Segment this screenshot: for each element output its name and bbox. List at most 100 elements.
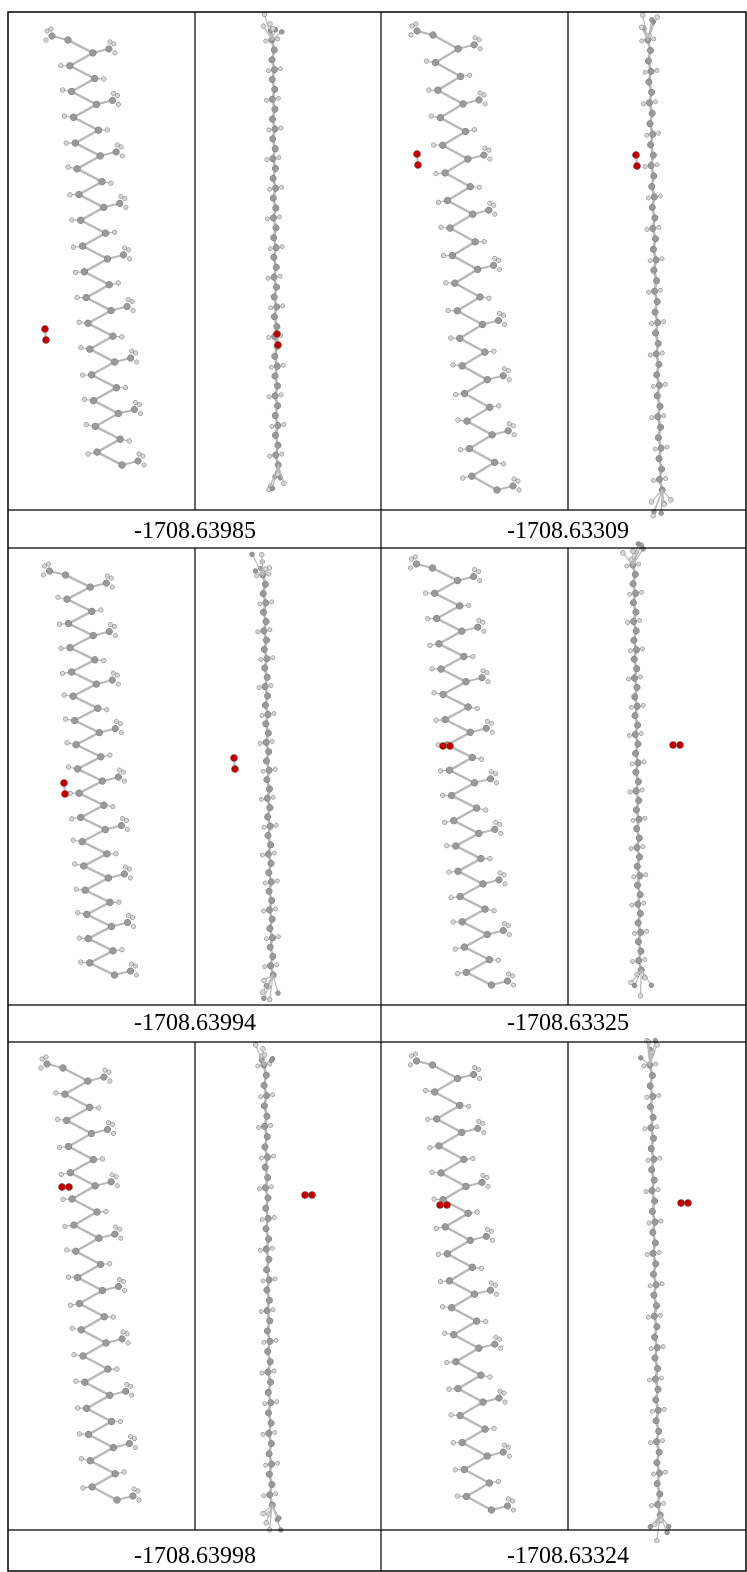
hydrogen-atom	[639, 38, 645, 44]
carbon-atom	[270, 313, 278, 321]
end-group-atom	[276, 1515, 282, 1521]
hydrogen-atom	[497, 311, 502, 316]
carbon-atom	[473, 1317, 481, 1325]
bond	[444, 1212, 470, 1229]
carbon-atom	[649, 1092, 657, 1100]
hydrogen-atom	[426, 87, 432, 93]
hydrogen-atom	[280, 303, 286, 309]
carbon-atom	[654, 340, 662, 347]
bond	[456, 857, 483, 873]
carbon-atom	[260, 645, 268, 653]
hydrogen-atom	[651, 1471, 656, 1477]
carbon-atom	[654, 1365, 662, 1372]
hydrogen-atom	[644, 1095, 650, 1100]
carbon-atom	[453, 307, 461, 315]
carbon-atom	[459, 100, 467, 108]
hydrogen-atom	[457, 447, 463, 453]
carbon-atom	[479, 1398, 487, 1406]
hydrogen-atom	[101, 76, 107, 82]
hydrogen-atom	[119, 947, 125, 953]
hydrogen-atom	[423, 1087, 429, 1094]
hydrogen-atom	[67, 1302, 73, 1308]
hydrogen-atom	[452, 1467, 458, 1473]
bond	[461, 920, 489, 936]
hydrogen-atom	[127, 1434, 133, 1440]
bond	[452, 1333, 480, 1350]
hydrogen-atom	[62, 1223, 68, 1229]
hydrogen-atom	[114, 1366, 120, 1372]
carbon-atom	[466, 183, 474, 191]
hydrogen-atom	[454, 971, 460, 977]
carbon-atom	[64, 619, 73, 628]
hydrogen-atom	[658, 1218, 664, 1224]
carbon-atom	[654, 1406, 662, 1414]
methyl-carbon	[108, 96, 117, 104]
hydrogen-atom	[628, 846, 634, 851]
end-group-atom	[668, 497, 674, 503]
hydrogen-atom	[263, 38, 269, 44]
bond	[431, 33, 460, 50]
carbon-atom	[266, 943, 274, 951]
hydrogen-atom	[656, 225, 662, 230]
methyl-carbon	[117, 821, 125, 830]
bond	[251, 553, 264, 576]
bond	[465, 958, 491, 974]
carbon-atom	[272, 184, 280, 192]
hydrogen-atom	[481, 92, 487, 98]
carbon-atom	[441, 1223, 449, 1231]
carbon-atom	[650, 266, 658, 274]
carbon-atom	[654, 413, 662, 421]
carbon-atom	[262, 720, 270, 728]
hydrogen-atom	[64, 1247, 70, 1253]
hydrogen-atom	[259, 1217, 265, 1222]
carbon-atom	[87, 371, 96, 379]
carbon-atom	[458, 1438, 466, 1447]
methyl-carbon	[470, 573, 478, 581]
carbon-atom	[107, 922, 116, 931]
carbon-atom	[481, 905, 489, 913]
bond	[79, 206, 106, 222]
carbon-atom	[451, 279, 459, 287]
carbon-atom	[655, 360, 663, 368]
hydrogen-atom	[626, 733, 632, 738]
end-group-atom	[654, 14, 660, 20]
bond	[76, 1263, 102, 1279]
hydrogen-atom	[470, 654, 476, 660]
carbon-atom	[650, 1291, 658, 1299]
hydrogen-atom	[104, 707, 110, 713]
hydrogen-atom	[501, 313, 506, 318]
hydrogen-atom	[61, 113, 68, 119]
hydrogen-atom	[474, 1209, 480, 1215]
bond	[66, 38, 95, 55]
methyl-carbon	[485, 206, 493, 214]
carbon-atom	[650, 1155, 658, 1163]
hydrogen-atom	[265, 275, 271, 281]
carbon-atom	[632, 768, 640, 776]
hydrogen-atom	[494, 1291, 499, 1297]
bond	[74, 141, 102, 158]
carbon-atom	[81, 1378, 89, 1386]
bond	[461, 1441, 489, 1458]
carbon-atom	[648, 1187, 656, 1195]
carbon-atom	[262, 1245, 270, 1253]
hydrogen-atom	[505, 1444, 511, 1450]
carbon-atom	[271, 145, 279, 153]
carbon-atom	[657, 444, 665, 452]
carbon-atom	[100, 203, 108, 212]
hydrogen-atom	[501, 921, 507, 926]
hydrogen-atom	[112, 633, 118, 639]
hydrogen-atom	[257, 741, 263, 746]
carbon-atom	[461, 127, 470, 136]
carbon-atom	[652, 1396, 660, 1404]
carbon-atom	[268, 76, 276, 83]
carbon-atom	[652, 1417, 660, 1425]
hydrogen-atom	[474, 706, 480, 712]
hydrogen-atom	[126, 247, 131, 253]
bond	[65, 1119, 93, 1135]
bond	[68, 646, 97, 661]
bond	[465, 406, 491, 423]
hydrogen-atom	[413, 554, 418, 560]
bond	[70, 670, 98, 686]
carbon-atom	[272, 451, 280, 459]
bond	[451, 254, 479, 271]
